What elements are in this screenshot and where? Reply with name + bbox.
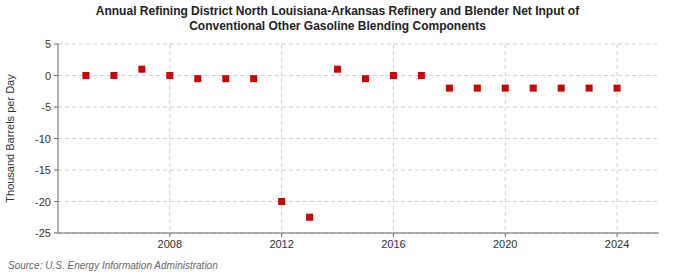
title: Annual Refining District North Louisiana… xyxy=(96,4,580,18)
grid-line-x xyxy=(505,44,506,233)
y-tick-label: -15 xyxy=(35,164,51,176)
y-tick-label: -20 xyxy=(35,196,51,208)
y-tick-label: 0 xyxy=(45,70,51,82)
y-tick-label: 5 xyxy=(45,38,51,50)
y-ticks: 5 0 -5 -10 -15 -20 -25 xyxy=(35,38,58,239)
x-tick xyxy=(281,233,282,237)
grid-line-y xyxy=(58,138,659,139)
grid-line-y xyxy=(58,75,659,76)
point xyxy=(474,85,481,92)
point xyxy=(222,75,229,82)
title-group: Annual Refining District North Louisiana… xyxy=(96,4,580,33)
grid xyxy=(58,44,659,233)
point xyxy=(110,72,117,79)
point xyxy=(418,72,425,79)
x-tick xyxy=(393,233,394,237)
y-tick xyxy=(54,201,58,202)
point xyxy=(334,66,341,73)
point xyxy=(530,85,537,92)
x-tick-label: 2012 xyxy=(269,238,293,250)
point xyxy=(586,85,593,92)
y-tick xyxy=(54,75,58,76)
x-ticks: 2008 2012 2016 2020 2024 xyxy=(158,233,630,250)
x-tick-label: 2008 xyxy=(158,238,182,250)
point xyxy=(362,75,369,82)
point xyxy=(250,75,257,82)
points xyxy=(82,66,620,221)
y-tick-label: -10 xyxy=(35,133,51,145)
grid-line-y xyxy=(58,44,659,45)
x-tick-label: 2016 xyxy=(381,238,405,250)
y-tick xyxy=(54,170,58,171)
x-tick xyxy=(505,233,506,237)
point xyxy=(82,72,89,79)
y-tick xyxy=(54,138,58,139)
grid-line-y xyxy=(58,201,659,202)
point xyxy=(558,85,565,92)
point xyxy=(194,75,201,82)
point xyxy=(446,85,453,92)
y-tick xyxy=(54,107,58,108)
y-tick xyxy=(54,44,58,45)
grid-line-x xyxy=(617,44,618,233)
y-axis-label: Thousand Barrels per Day xyxy=(4,74,16,203)
x-tick-label: 2020 xyxy=(493,238,517,250)
grid-line-y xyxy=(58,107,659,108)
grid-line-y xyxy=(58,233,659,234)
x-axis-line xyxy=(58,233,659,234)
source: Source: U.S. Energy Information Administ… xyxy=(8,260,218,271)
y-tick-label: -25 xyxy=(35,227,51,239)
chart-container: Annual Refining District North Louisiana… xyxy=(0,0,675,275)
point xyxy=(278,198,285,205)
chart: Annual Refining District North Louisiana… xyxy=(0,0,675,275)
x-tick xyxy=(617,233,618,237)
point xyxy=(614,85,621,92)
y-tick xyxy=(54,233,58,234)
y-tick-label: -5 xyxy=(41,101,51,113)
point xyxy=(138,66,145,73)
grid-line-y xyxy=(58,170,659,171)
point xyxy=(306,214,313,221)
x-tick-label: 2024 xyxy=(605,238,629,250)
title: Conventional Other Gasoline Blending Com… xyxy=(189,19,486,33)
point xyxy=(502,85,509,92)
point xyxy=(390,72,397,79)
x-tick xyxy=(169,233,170,237)
point xyxy=(166,72,173,79)
